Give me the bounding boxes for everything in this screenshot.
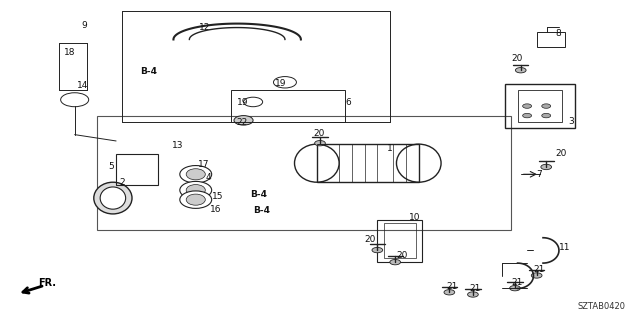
Text: B-4: B-4 xyxy=(250,190,267,199)
Text: 7: 7 xyxy=(537,170,543,179)
Circle shape xyxy=(509,285,520,291)
Ellipse shape xyxy=(180,165,212,183)
Text: 20: 20 xyxy=(314,129,325,138)
Ellipse shape xyxy=(180,191,212,208)
Text: 19: 19 xyxy=(237,99,249,108)
Text: 21: 21 xyxy=(534,265,545,274)
Circle shape xyxy=(273,76,296,88)
Circle shape xyxy=(515,68,526,73)
Bar xyxy=(317,144,419,182)
Text: B-4: B-4 xyxy=(140,67,157,76)
Bar xyxy=(116,154,157,185)
Bar xyxy=(537,32,565,47)
Bar xyxy=(97,116,511,230)
Text: 15: 15 xyxy=(212,192,223,201)
Bar xyxy=(384,223,415,258)
Text: 21: 21 xyxy=(446,282,458,291)
Text: 9: 9 xyxy=(81,21,87,30)
Bar xyxy=(378,220,422,261)
Text: 6: 6 xyxy=(346,99,351,108)
Circle shape xyxy=(523,113,532,118)
Bar xyxy=(231,90,346,122)
Circle shape xyxy=(315,140,325,146)
Text: 20: 20 xyxy=(556,149,567,158)
Ellipse shape xyxy=(94,182,132,214)
Text: 14: 14 xyxy=(77,81,88,90)
Text: SZTAB0420: SZTAB0420 xyxy=(578,302,626,311)
Text: 13: 13 xyxy=(172,141,184,150)
Text: 18: 18 xyxy=(64,48,76,57)
Bar xyxy=(505,84,575,128)
Circle shape xyxy=(444,290,454,295)
Ellipse shape xyxy=(294,144,339,182)
Circle shape xyxy=(541,113,550,118)
Bar xyxy=(518,90,562,122)
Text: 21: 21 xyxy=(511,278,522,287)
Text: 17: 17 xyxy=(198,160,209,169)
Text: 10: 10 xyxy=(409,212,420,222)
Circle shape xyxy=(531,273,542,278)
Text: 20: 20 xyxy=(365,235,376,244)
Text: 4: 4 xyxy=(205,173,211,182)
Text: B-4: B-4 xyxy=(253,206,270,215)
Ellipse shape xyxy=(186,185,205,196)
Text: 11: 11 xyxy=(559,243,570,252)
Text: 2: 2 xyxy=(119,178,125,187)
Text: 22: 22 xyxy=(236,118,247,127)
Text: 19: 19 xyxy=(275,79,287,88)
Text: 5: 5 xyxy=(108,162,113,171)
Text: 12: 12 xyxy=(199,23,211,32)
Text: 8: 8 xyxy=(556,28,561,38)
Ellipse shape xyxy=(100,187,125,209)
Circle shape xyxy=(372,247,383,253)
Text: 3: 3 xyxy=(568,117,574,126)
Circle shape xyxy=(541,104,550,108)
Circle shape xyxy=(390,260,401,265)
Text: 20: 20 xyxy=(511,54,522,63)
Ellipse shape xyxy=(186,169,205,180)
Text: 1: 1 xyxy=(387,144,393,153)
Circle shape xyxy=(468,292,478,297)
Text: FR.: FR. xyxy=(38,278,56,288)
Circle shape xyxy=(61,93,89,107)
Ellipse shape xyxy=(186,194,205,205)
Text: 21: 21 xyxy=(470,284,481,293)
Text: 16: 16 xyxy=(211,205,222,214)
Text: 20: 20 xyxy=(396,251,408,260)
Circle shape xyxy=(541,164,552,170)
Ellipse shape xyxy=(180,181,212,199)
Circle shape xyxy=(523,104,532,108)
Circle shape xyxy=(234,116,253,125)
Circle shape xyxy=(244,97,262,107)
